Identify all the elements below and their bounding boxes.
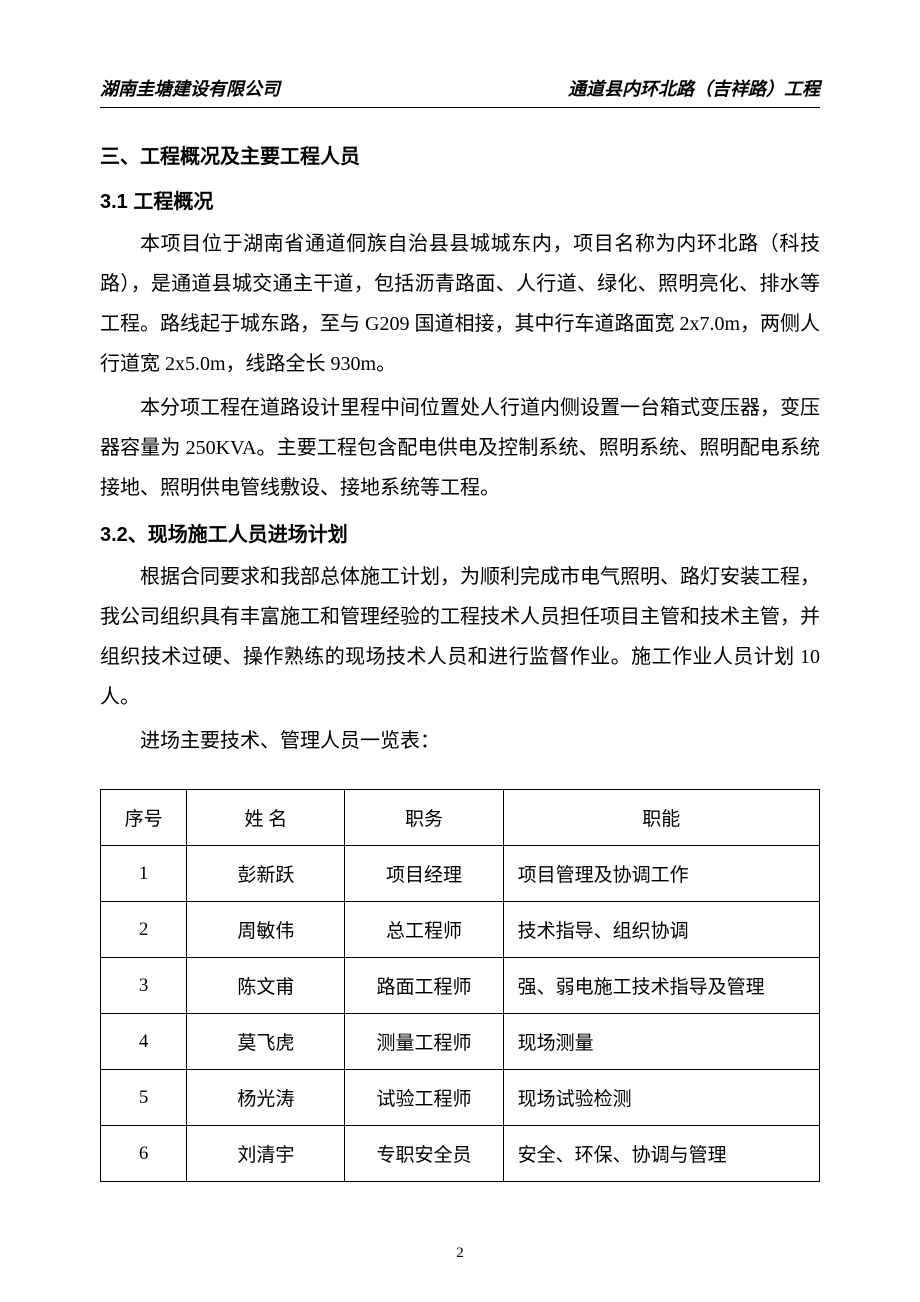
cell-function: 技术指导、组织协调 [503,902,819,958]
cell-name: 莫飞虎 [187,1014,345,1070]
col-header-seq: 序号 [101,790,187,846]
table-row: 3 陈文甫 路面工程师 强、弱电施工技术指导及管理 [101,958,820,1014]
table-row: 2 周敏伟 总工程师 技术指导、组织协调 [101,902,820,958]
col-header-position: 职务 [345,790,503,846]
cell-function: 安全、环保、协调与管理 [503,1126,819,1182]
subsection-32-heading: 3.2、现场施工人员进场计划 [100,518,820,547]
paragraph-31-2: 本分项工程在道路设计里程中间位置处人行道内侧设置一台箱式变压器，变压器容量为 2… [100,388,820,508]
cell-seq: 1 [101,846,187,902]
cell-position: 路面工程师 [345,958,503,1014]
paragraph-32-1: 根据合同要求和我部总体施工计划，为顺利完成市电气照明、路灯安装工程，我公司组织具… [100,557,820,717]
table-row: 4 莫飞虎 测量工程师 现场测量 [101,1014,820,1070]
page-number: 2 [0,1245,920,1262]
cell-name: 彭新跃 [187,846,345,902]
cell-seq: 5 [101,1070,187,1126]
personnel-table: 序号 姓 名 职务 职能 1 彭新跃 项目经理 项目管理及协调工作 2 周敏伟 … [100,789,820,1182]
cell-position: 测量工程师 [345,1014,503,1070]
cell-position: 总工程师 [345,902,503,958]
cell-function: 项目管理及协调工作 [503,846,819,902]
cell-position: 专职安全员 [345,1126,503,1182]
header-left: 湖南圭塘建设有限公司 [100,75,280,101]
col-header-function: 职能 [503,790,819,846]
cell-seq: 3 [101,958,187,1014]
cell-seq: 2 [101,902,187,958]
table-row: 5 杨光涛 试验工程师 现场试验检测 [101,1070,820,1126]
cell-seq: 4 [101,1014,187,1070]
paragraph-31-1: 本项目位于湖南省通道侗族自治县县城城东内，项目名称为内环北路（科技路），是通道县… [100,224,820,384]
col-header-name: 姓 名 [187,790,345,846]
table-row: 1 彭新跃 项目经理 项目管理及协调工作 [101,846,820,902]
cell-name: 刘清宇 [187,1126,345,1182]
cell-position: 试验工程师 [345,1070,503,1126]
table-row: 6 刘清宇 专职安全员 安全、环保、协调与管理 [101,1126,820,1182]
table-caption: 进场主要技术、管理人员一览表： [100,721,820,761]
cell-name: 杨光涛 [187,1070,345,1126]
cell-name: 陈文甫 [187,958,345,1014]
cell-name: 周敏伟 [187,902,345,958]
cell-seq: 6 [101,1126,187,1182]
page-header: 湖南圭塘建设有限公司 通道县内环北路（吉祥路）工程 [100,75,820,108]
table-header-row: 序号 姓 名 职务 职能 [101,790,820,846]
cell-function: 现场测量 [503,1014,819,1070]
subsection-31-heading: 3.1 工程概况 [100,185,820,214]
cell-position: 项目经理 [345,846,503,902]
cell-function: 强、弱电施工技术指导及管理 [503,958,819,1014]
header-right: 通道县内环北路（吉祥路）工程 [568,75,820,101]
section-3-heading: 三、工程概况及主要工程人员 [100,140,820,169]
cell-function: 现场试验检测 [503,1070,819,1126]
